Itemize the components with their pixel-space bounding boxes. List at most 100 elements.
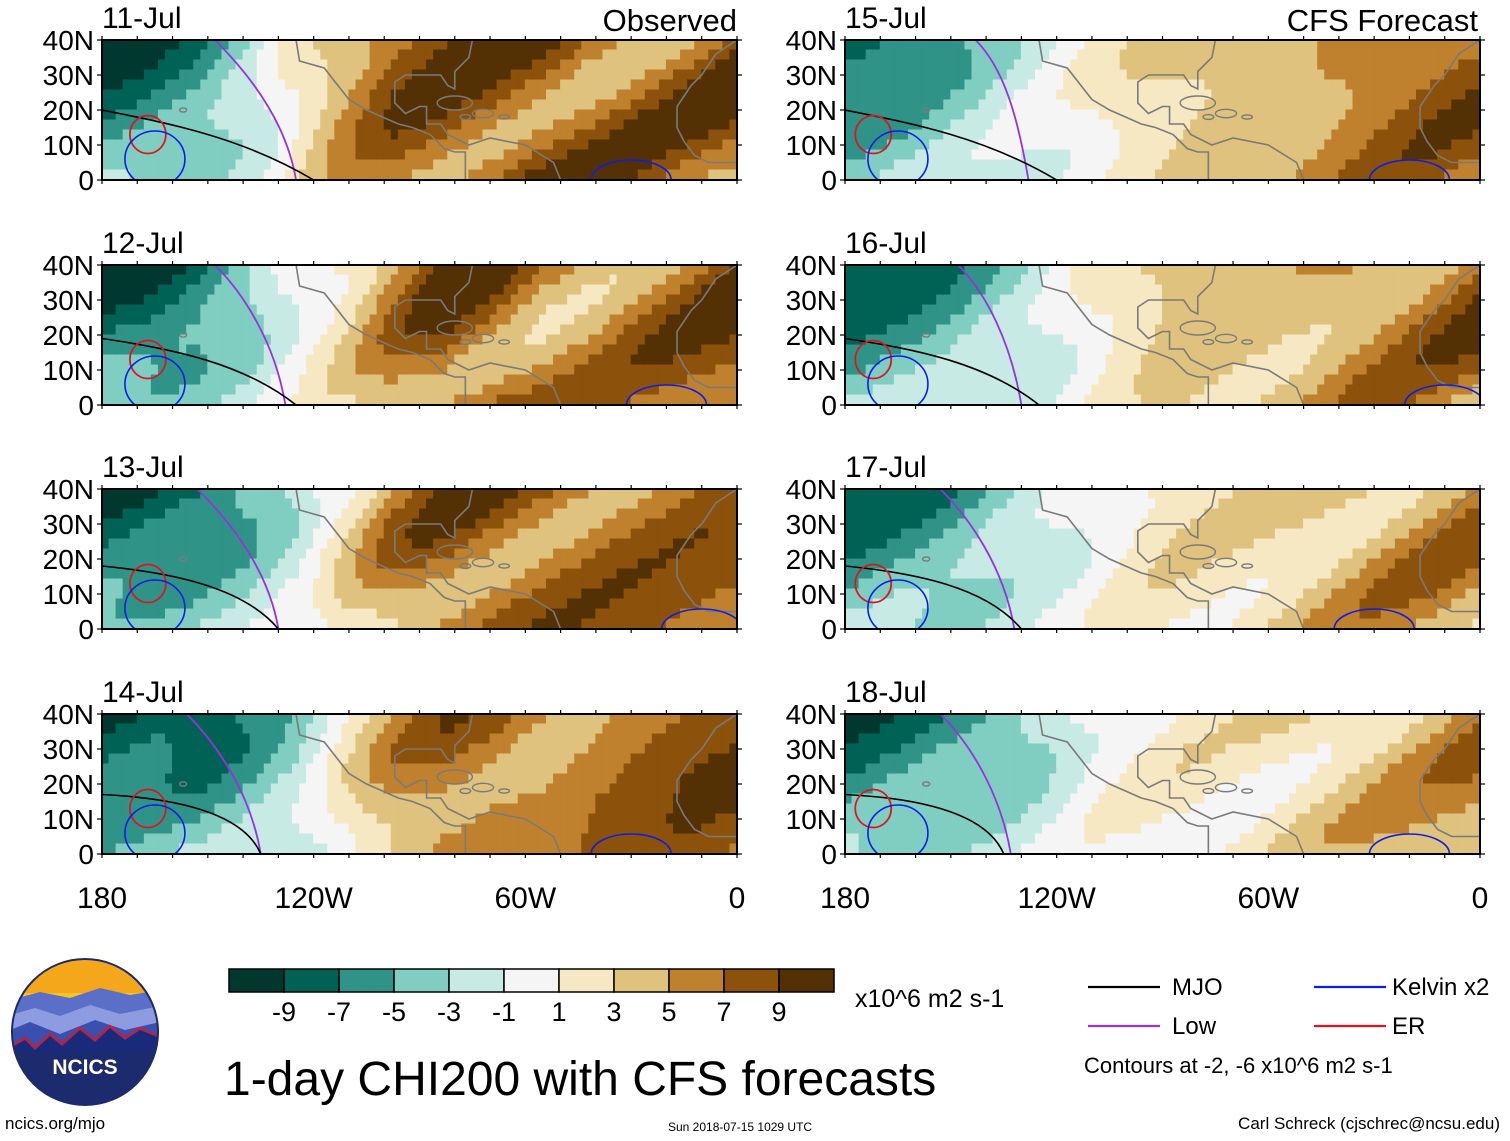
heat-cell	[320, 578, 329, 590]
heat-cell	[136, 394, 145, 405]
heat-cell	[334, 119, 343, 131]
heat-cell	[560, 793, 569, 805]
heat-cell	[411, 538, 420, 550]
heat-cell	[136, 588, 145, 600]
heat-cell	[531, 723, 540, 735]
heat-cell	[228, 119, 237, 131]
heat-cell	[553, 40, 562, 51]
heat-cell	[263, 723, 272, 735]
heat-cell	[186, 109, 195, 121]
heat-cell	[715, 498, 724, 510]
heat-cell	[623, 139, 632, 151]
heat-cell	[270, 69, 279, 81]
heat-cell	[214, 344, 223, 356]
heat-cell	[651, 314, 660, 326]
heat-cell	[263, 618, 272, 629]
heat-cell	[531, 304, 540, 316]
heat-cell	[440, 548, 449, 560]
heat-cell	[172, 129, 181, 141]
heat-cell	[496, 723, 505, 735]
heat-cell	[454, 129, 463, 141]
heat-cell	[165, 518, 174, 530]
heat-cell	[263, 578, 272, 590]
heat-cell	[538, 498, 547, 510]
heat-cell	[397, 843, 406, 854]
heat-cell	[186, 384, 195, 396]
heat-cell	[687, 129, 696, 141]
heat-cell	[207, 384, 216, 396]
heat-cell	[595, 324, 604, 336]
heat-cell	[454, 265, 463, 276]
heat-cell	[292, 608, 301, 620]
heat-cell	[574, 833, 583, 845]
y-tick-label: 10N	[43, 579, 94, 610]
heat-cell	[447, 139, 456, 151]
heat-cell	[595, 793, 604, 805]
heat-cell	[404, 598, 413, 610]
heat-cell	[306, 169, 315, 180]
heat-cell	[630, 364, 639, 376]
heat-cell	[560, 763, 569, 775]
heat-cell	[193, 783, 202, 795]
heat-cell	[200, 109, 209, 121]
heat-cell	[454, 568, 463, 580]
heat-cell	[454, 334, 463, 346]
heat-cell	[299, 843, 308, 854]
heat-cell	[383, 294, 392, 306]
heat-cell	[489, 588, 498, 600]
heat-cell	[404, 763, 413, 775]
heat-cell	[715, 568, 724, 580]
heat-cell	[157, 69, 166, 81]
heat-cell	[292, 40, 301, 51]
heat-cell	[256, 40, 265, 51]
heat-cell	[454, 119, 463, 131]
heat-cell	[341, 783, 350, 795]
heat-cell	[567, 843, 576, 854]
heat-cell	[376, 723, 385, 735]
heat-cell	[454, 618, 463, 629]
heat-cell	[496, 40, 505, 51]
heat-cell	[108, 528, 117, 540]
heat-cell	[115, 394, 124, 405]
heat-cell	[588, 763, 597, 775]
heat-cell	[306, 109, 315, 121]
heat-cell	[341, 99, 350, 111]
heat-cell	[341, 394, 350, 405]
heat-cell	[616, 139, 625, 151]
heat-cell	[602, 578, 611, 590]
heat-cell	[433, 129, 442, 141]
heat-cell	[694, 588, 703, 600]
heat-cell	[102, 59, 110, 71]
heat-cell	[172, 733, 181, 745]
heat-cell	[489, 89, 498, 101]
heat-cell	[157, 843, 166, 854]
heat-cell	[397, 803, 406, 815]
heat-cell	[122, 324, 131, 336]
heat-cell	[129, 159, 138, 171]
heat-cell	[306, 714, 315, 725]
heat-cell	[440, 99, 449, 111]
heat-cell	[249, 714, 258, 725]
heat-cell	[419, 304, 428, 316]
heat-cell	[242, 159, 251, 171]
heat-cell	[355, 743, 364, 755]
heat-cell	[447, 548, 456, 560]
y-tick-label: 40N	[43, 25, 94, 56]
heat-cell	[680, 139, 689, 151]
heat-cell	[193, 833, 202, 845]
heat-cell	[200, 823, 209, 835]
heat-cell	[454, 823, 463, 835]
heat-cell	[651, 99, 660, 111]
heat-cell	[524, 813, 533, 825]
heat-cell	[341, 608, 350, 620]
heat-cell	[362, 823, 371, 835]
heat-cell	[249, 773, 258, 785]
heat-cell	[102, 803, 110, 815]
mjo-contour	[102, 337, 297, 405]
heat-cell	[129, 49, 138, 61]
heat-cell	[186, 364, 195, 376]
heat-cell	[186, 265, 195, 276]
heat-cell	[348, 608, 357, 620]
heat-cell	[263, 714, 272, 725]
heat-cell	[249, 558, 258, 570]
